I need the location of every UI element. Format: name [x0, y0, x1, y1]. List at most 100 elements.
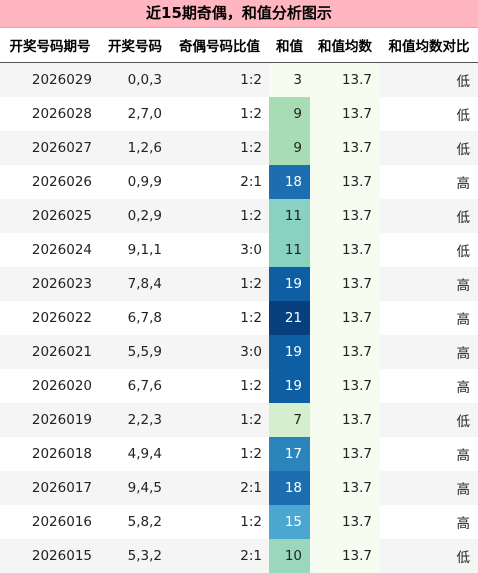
- table-row: 2026028 2,7,0 1:2 9 13.7 低: [0, 97, 478, 131]
- winning-numbers-cell: 5,5,9: [100, 335, 170, 369]
- sum-comparison-cell: 高: [380, 369, 478, 403]
- analysis-table: 开奖号码期号 开奖号码 奇偶号码比值 和值 和值均数 和值均数对比 202602…: [0, 28, 478, 573]
- period-cell: 2026017: [0, 471, 100, 505]
- table-row: 2026029 0,0,3 1:2 3 13.7 低: [0, 62, 478, 97]
- table-row: 2026026 0,9,9 2:1 18 13.7 高: [0, 165, 478, 199]
- sum-cell: 19: [269, 369, 310, 403]
- sum-cell: 17: [269, 437, 310, 471]
- sum-average-cell: 13.7: [310, 403, 380, 437]
- odd-even-ratio-cell: 1:2: [170, 505, 269, 539]
- sum-comparison-cell: 低: [380, 233, 478, 267]
- column-header-numbers[interactable]: 开奖号码: [100, 28, 170, 63]
- sum-average-cell: 13.7: [310, 131, 380, 165]
- sum-cell: 9: [269, 131, 310, 165]
- sum-average-cell: 13.7: [310, 335, 380, 369]
- sum-average-cell: 13.7: [310, 267, 380, 301]
- sum-cell: 19: [269, 267, 310, 301]
- odd-even-ratio-cell: 1:2: [170, 97, 269, 131]
- sum-comparison-cell: 高: [380, 505, 478, 539]
- sum-comparison-cell: 低: [380, 131, 478, 165]
- table-row: 2026015 5,3,2 2:1 10 13.7 低: [0, 539, 478, 573]
- sum-comparison-cell: 高: [380, 301, 478, 335]
- table-title: 近15期奇偶，和值分析图示: [0, 0, 478, 28]
- odd-even-ratio-cell: 1:2: [170, 437, 269, 471]
- column-header-sum-average[interactable]: 和值均数: [310, 28, 380, 63]
- column-header-odd-even-ratio[interactable]: 奇偶号码比值: [170, 28, 269, 63]
- table-row: 2026021 5,5,9 3:0 19 13.7 高: [0, 335, 478, 369]
- table-row: 2026023 7,8,4 1:2 19 13.7 高: [0, 267, 478, 301]
- sum-comparison-cell: 低: [380, 97, 478, 131]
- sum-average-cell: 13.7: [310, 505, 380, 539]
- table-row: 2026017 9,4,5 2:1 18 13.7 高: [0, 471, 478, 505]
- table-row: 2026022 6,7,8 1:2 21 13.7 高: [0, 301, 478, 335]
- sum-cell: 7: [269, 403, 310, 437]
- odd-even-ratio-cell: 1:2: [170, 62, 269, 97]
- period-cell: 2026016: [0, 505, 100, 539]
- table-row: 2026018 4,9,4 1:2 17 13.7 高: [0, 437, 478, 471]
- sum-comparison-cell: 低: [380, 62, 478, 97]
- sum-comparison-cell: 高: [380, 267, 478, 301]
- sum-comparison-cell: 高: [380, 335, 478, 369]
- sum-cell: 19: [269, 335, 310, 369]
- sum-comparison-cell: 高: [380, 471, 478, 505]
- period-cell: 2026028: [0, 97, 100, 131]
- winning-numbers-cell: 6,7,6: [100, 369, 170, 403]
- period-cell: 2026022: [0, 301, 100, 335]
- winning-numbers-cell: 9,1,1: [100, 233, 170, 267]
- winning-numbers-cell: 7,8,4: [100, 267, 170, 301]
- sum-comparison-cell: 低: [380, 199, 478, 233]
- sum-average-cell: 13.7: [310, 97, 380, 131]
- sum-average-cell: 13.7: [310, 165, 380, 199]
- period-cell: 2026020: [0, 369, 100, 403]
- sum-cell: 10: [269, 539, 310, 573]
- period-cell: 2026029: [0, 62, 100, 97]
- sum-cell: 9: [269, 97, 310, 131]
- period-cell: 2026027: [0, 131, 100, 165]
- table-row: 2026016 5,8,2 1:2 15 13.7 高: [0, 505, 478, 539]
- period-cell: 2026026: [0, 165, 100, 199]
- odd-even-ratio-cell: 1:2: [170, 301, 269, 335]
- sum-comparison-cell: 高: [380, 437, 478, 471]
- table-body: 2026029 0,0,3 1:2 3 13.7 低 2026028 2,7,0 1:2 9 13.…: [0, 62, 478, 573]
- period-cell: 2026019: [0, 403, 100, 437]
- sum-comparison-cell: 高: [380, 165, 478, 199]
- period-cell: 2026015: [0, 539, 100, 573]
- column-header-period[interactable]: 开奖号码期号: [0, 28, 100, 63]
- sum-cell: 18: [269, 165, 310, 199]
- column-header-sum[interactable]: 和值: [269, 28, 310, 63]
- column-header-sum-comparison[interactable]: 和值均数对比: [380, 28, 478, 63]
- odd-even-ratio-cell: 3:0: [170, 335, 269, 369]
- odd-even-ratio-cell: 2:1: [170, 165, 269, 199]
- odd-even-ratio-cell: 1:2: [170, 267, 269, 301]
- winning-numbers-cell: 1,2,6: [100, 131, 170, 165]
- sum-average-cell: 13.7: [310, 437, 380, 471]
- odd-even-ratio-cell: 1:2: [170, 131, 269, 165]
- winning-numbers-cell: 2,2,3: [100, 403, 170, 437]
- odd-even-ratio-cell: 1:2: [170, 199, 269, 233]
- sum-average-cell: 13.7: [310, 539, 380, 573]
- sum-cell: 21: [269, 301, 310, 335]
- sum-cell: 3: [269, 62, 310, 97]
- period-cell: 2026023: [0, 267, 100, 301]
- odd-even-ratio-cell: 2:1: [170, 471, 269, 505]
- winning-numbers-cell: 0,0,3: [100, 62, 170, 97]
- sum-average-cell: 13.7: [310, 471, 380, 505]
- odd-even-ratio-cell: 3:0: [170, 233, 269, 267]
- odd-even-ratio-cell: 2:1: [170, 539, 269, 573]
- period-cell: 2026021: [0, 335, 100, 369]
- sum-cell: 11: [269, 199, 310, 233]
- sum-average-cell: 13.7: [310, 62, 380, 97]
- sum-average-cell: 13.7: [310, 233, 380, 267]
- sum-average-cell: 13.7: [310, 301, 380, 335]
- sum-comparison-cell: 低: [380, 403, 478, 437]
- odd-even-ratio-cell: 1:2: [170, 369, 269, 403]
- sum-average-cell: 13.7: [310, 199, 380, 233]
- period-cell: 2026018: [0, 437, 100, 471]
- winning-numbers-cell: 2,7,0: [100, 97, 170, 131]
- winning-numbers-cell: 0,9,9: [100, 165, 170, 199]
- table-row: 2026020 6,7,6 1:2 19 13.7 高: [0, 369, 478, 403]
- winning-numbers-cell: 0,2,9: [100, 199, 170, 233]
- sum-comparison-cell: 低: [380, 539, 478, 573]
- table-row: 2026025 0,2,9 1:2 11 13.7 低: [0, 199, 478, 233]
